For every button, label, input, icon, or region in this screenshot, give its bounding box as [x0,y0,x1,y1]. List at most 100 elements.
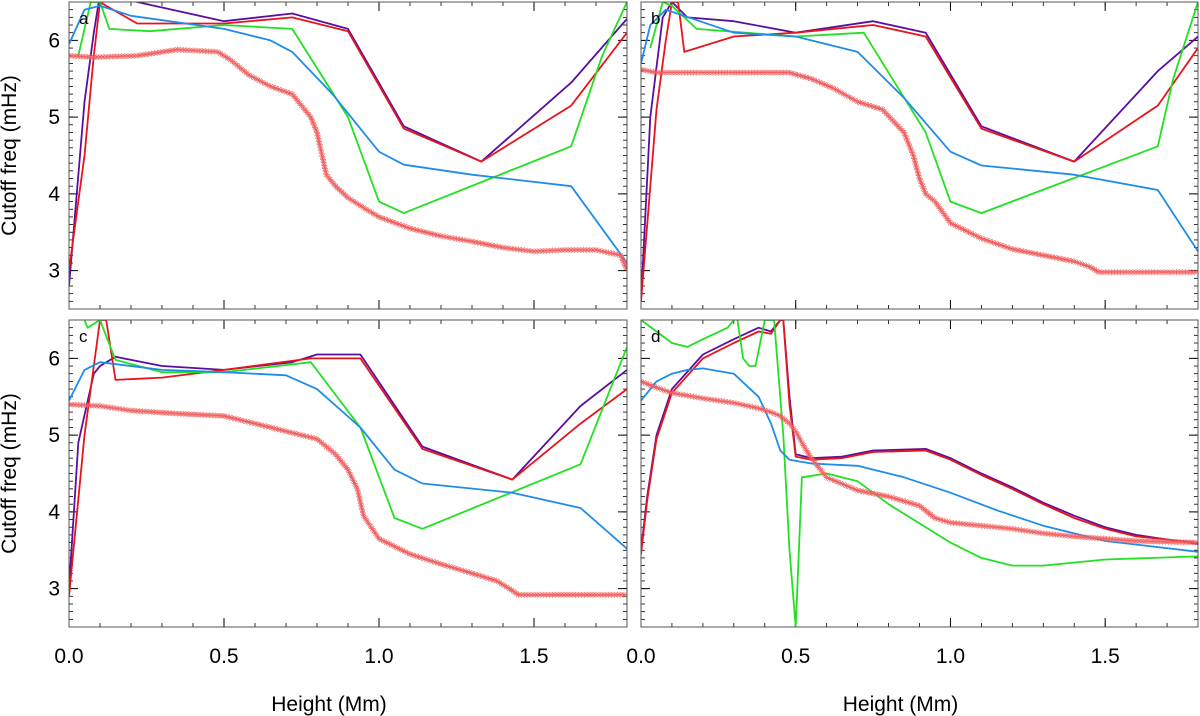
data-point-marker [857,99,864,106]
data-point-marker [684,392,691,399]
data-point-marker [1018,527,1025,534]
data-point-marker [910,501,917,508]
data-point-marker [975,522,982,529]
data-point-marker [314,132,321,139]
data-point-marker [237,417,244,424]
data-point-marker [792,428,799,435]
data-point-marker [1055,531,1062,538]
data-point-marker [521,591,528,598]
data-point-marker [574,246,581,253]
data-point-marker [365,207,372,214]
data-point-marker [829,84,836,91]
data-point-marker [950,221,957,228]
data-point-marker [87,402,94,409]
data-point-marker [274,426,281,433]
panel-d-data [641,320,1198,627]
data-point-marker [350,198,357,205]
asterisk-markers [69,401,627,598]
data-point-marker [404,224,411,231]
data-point-marker [868,103,875,110]
data-point-marker [1051,254,1058,261]
data-point-marker [675,69,682,76]
data-point-marker [789,70,796,77]
x-tick-label: 0.0 [54,645,83,668]
data-point-marker [471,571,478,578]
data-point-marker [749,403,756,410]
data-point-marker [232,415,239,422]
data-point-marker [764,408,771,415]
data-point-marker [952,222,959,229]
data-point-marker [278,87,285,94]
data-point-marker [477,572,484,579]
data-point-marker [1108,269,1115,276]
data-point-marker [515,246,522,253]
data-point-marker [593,246,599,253]
data-point-marker [622,265,627,272]
series-line-blue [641,367,1198,553]
data-point-marker [93,402,100,409]
data-point-marker [1034,251,1041,258]
data-point-marker [252,420,258,427]
series-line-purple [641,2,1198,302]
data-point-marker [409,226,416,233]
series-line-blue [641,8,1198,252]
data-point-marker [662,387,669,394]
data-point-marker [1068,257,1075,264]
data-point-marker [75,401,82,408]
data-point-marker [160,48,167,55]
data-point-marker [286,90,293,97]
data-point-marker [605,591,612,598]
data-point-marker [969,521,976,528]
data-point-marker [696,394,703,401]
data-point-marker [678,69,685,76]
data-point-marker [970,231,977,238]
data-point-marker [800,73,807,80]
data-point-marker [531,591,537,598]
data-point-marker [907,146,914,153]
data-point-marker [891,495,898,502]
data-point-marker [687,69,694,76]
data-point-marker [145,50,152,57]
series-line-green [77,2,627,215]
data-point-marker [1091,266,1098,273]
data-point-marker [365,520,372,527]
data-point-marker [128,52,134,59]
data-point-marker [790,425,797,432]
data-point-marker [90,54,97,61]
data-point-marker [568,246,575,253]
x-tick-label: 0.5 [781,645,810,668]
data-point-marker [392,220,399,227]
data-point-marker [193,47,200,54]
data-point-marker [816,79,823,86]
data-point-marker [879,492,886,499]
data-point-marker [618,254,625,261]
data-point-marker [253,76,260,83]
data-point-marker [351,480,358,487]
data-point-marker [912,161,919,168]
data-point-marker [319,153,326,160]
data-point-marker [650,68,657,75]
data-point-marker [283,428,289,435]
data-point-marker [1012,526,1019,533]
data-point-marker [621,262,627,269]
y-tick-label: 5 [48,106,60,129]
series-line-purple [69,2,627,287]
data-point-marker [1105,269,1112,276]
data-point-marker [190,47,196,54]
data-point-marker [321,162,328,169]
data-point-marker [589,246,596,253]
data-point-marker [513,590,520,597]
panel-a: 3 4 5 6 Cutoff freq (mHz) a [0,1,628,310]
data-point-marker [921,188,928,195]
data-point-marker [1136,269,1143,276]
data-point-marker [1045,253,1052,260]
data-point-marker [1054,255,1061,262]
data-point-marker [851,486,858,493]
data-point-marker [648,382,655,389]
data-point-marker [321,165,328,172]
data-point-marker [222,53,229,60]
data-point-marker [767,409,774,416]
data-point-marker [740,401,747,408]
data-point-marker [1012,246,1019,253]
data-point-marker [363,517,370,524]
